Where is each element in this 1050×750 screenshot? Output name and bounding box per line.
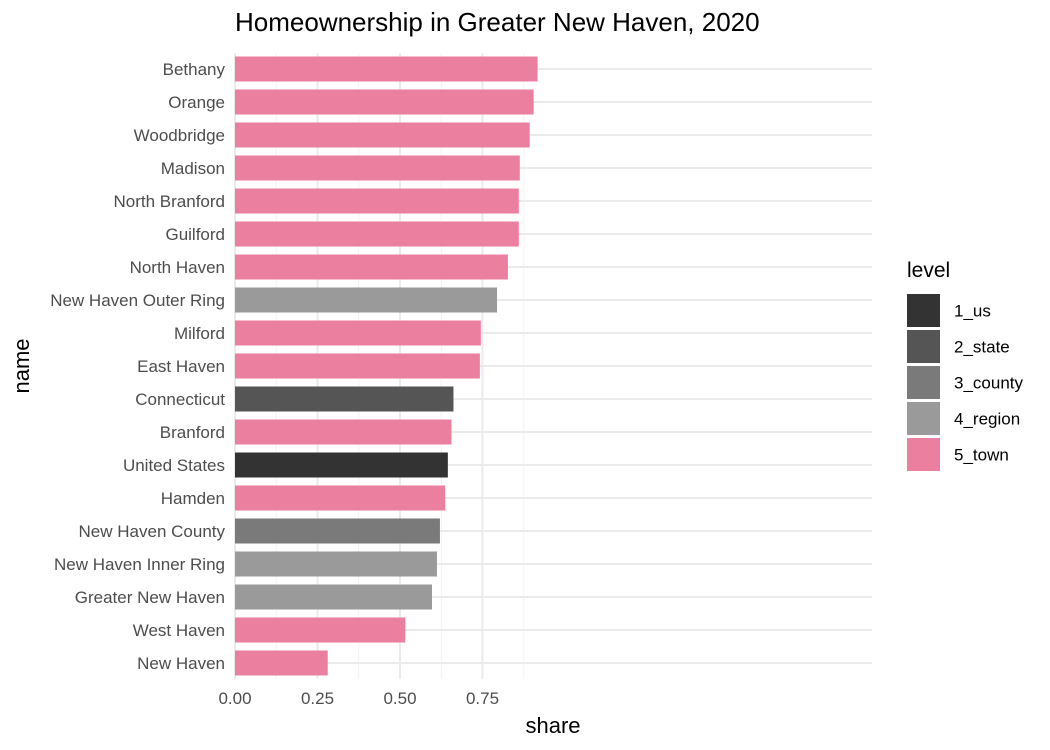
x-tick-label: 0.25 (301, 689, 334, 708)
bar-connecticut (235, 386, 454, 412)
y-tick-label: West Haven (133, 621, 225, 640)
y-tick-label: New Haven Outer Ring (50, 291, 225, 310)
bar-guilford (235, 221, 519, 247)
bar-branford (235, 419, 452, 445)
y-tick-label: Madison (161, 159, 225, 178)
bar-new-haven-outer-ring (235, 287, 498, 313)
y-tick-label: North Branford (114, 192, 226, 211)
legend: level 1_us 2_state 3_county 4_region 5_town (907, 259, 1023, 471)
bar-north-haven (235, 254, 508, 280)
y-tick-label: Milford (174, 324, 225, 343)
legend-key-3-county (907, 366, 940, 399)
bar-bethany (235, 56, 538, 82)
x-tick-labels: 0.00 0.25 0.50 0.75 (218, 689, 499, 708)
bar-new-haven-inner-ring (235, 551, 437, 577)
x-tick-label: 0.00 (218, 689, 251, 708)
legend-label: 2_state (954, 338, 1010, 357)
legend-label: 3_county (954, 374, 1023, 393)
bar-new-haven (235, 650, 328, 676)
legend-label: 5_town (954, 446, 1009, 465)
y-axis-title: name (9, 338, 34, 393)
y-tick-label: Guilford (165, 225, 225, 244)
y-tick-label: Woodbridge (134, 126, 225, 145)
y-tick-label: North Haven (130, 258, 225, 277)
bar-united-states (235, 452, 448, 478)
bars-layer (235, 56, 538, 676)
bar-west-haven (235, 617, 406, 643)
y-tick-label: Orange (168, 93, 225, 112)
chart-title: Homeownership in Greater New Haven, 2020 (235, 7, 760, 37)
legend-key-4-region (907, 402, 940, 435)
x-axis-title: share (525, 713, 580, 738)
y-tick-label: Hamden (161, 489, 225, 508)
y-tick-label: Branford (160, 423, 225, 442)
y-tick-label: Bethany (163, 60, 226, 79)
bar-greater-new-haven (235, 584, 433, 610)
y-tick-label: East Haven (137, 357, 225, 376)
legend-key-5-town (907, 438, 940, 471)
legend-key-1-us (907, 294, 940, 327)
legend-label: 4_region (954, 410, 1020, 429)
bar-new-haven-county (235, 518, 440, 544)
y-tick-label: New Haven (137, 654, 225, 673)
y-tick-label: New Haven Inner Ring (54, 555, 225, 574)
bar-madison (235, 155, 520, 181)
x-tick-label: 0.75 (466, 689, 499, 708)
bar-woodbridge (235, 122, 530, 148)
bar-milford (235, 320, 481, 346)
bar-east-haven (235, 353, 480, 379)
bar-north-branford (235, 188, 519, 214)
y-tick-labels: Bethany Orange Woodbridge Madison North Bran… (50, 60, 225, 673)
legend-label: 1_us (954, 302, 991, 321)
y-tick-label: Connecticut (135, 390, 225, 409)
legend-key-2-state (907, 330, 940, 363)
y-tick-label: New Haven County (79, 522, 226, 541)
bar-hamden (235, 485, 446, 511)
x-tick-label: 0.50 (383, 689, 416, 708)
legend-title: level (907, 259, 950, 282)
y-tick-label: Greater New Haven (75, 588, 225, 607)
y-tick-label: United States (123, 456, 225, 475)
bar-orange (235, 89, 534, 115)
